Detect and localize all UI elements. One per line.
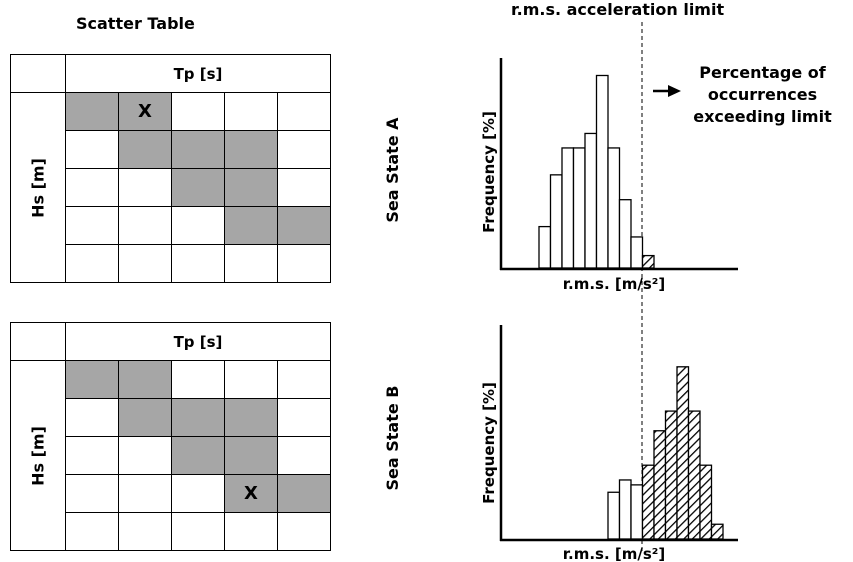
table-cell <box>65 398 119 437</box>
tp-header: Tp [s] <box>65 322 331 361</box>
exceed-label-line-1: Percentage of <box>699 63 826 82</box>
table-cell <box>65 206 119 245</box>
histogram-b: Frequency [%] r.m.s. [m/s²] <box>480 325 738 562</box>
table-cell <box>224 92 278 131</box>
hs-header: Hs [m] <box>10 360 66 551</box>
table-cell <box>65 436 119 475</box>
histogram-bar <box>699 464 713 540</box>
table-cell <box>224 168 278 207</box>
limit-label: r.m.s. acceleration limit <box>511 0 725 19</box>
table-cell <box>224 360 278 399</box>
table-cell <box>171 206 225 245</box>
table-cell <box>277 512 331 551</box>
histogram-a: Frequency [%] r.m.s. [m/s²] <box>480 58 738 293</box>
histogram-bar <box>676 366 690 540</box>
histogram-bar <box>607 491 621 540</box>
histogram-bar <box>607 147 621 269</box>
histogram-bar <box>572 147 586 269</box>
histogram-bar <box>653 430 667 540</box>
table-cell <box>277 92 331 131</box>
histogram-bar <box>687 410 701 540</box>
exceed-label-line-2: occurrences <box>707 85 818 104</box>
table-cell <box>224 130 278 169</box>
table-cell <box>224 398 278 437</box>
histogram-bar <box>630 236 644 269</box>
table-cell <box>65 92 119 131</box>
table-cell <box>65 244 119 283</box>
histogram-bar <box>595 74 609 269</box>
histogram-bar <box>618 479 632 540</box>
table-cell <box>65 474 119 513</box>
y-axis-label: Frequency [%] <box>480 111 498 233</box>
exceed-label: Percentage of occurrences exceeding limi… <box>690 62 835 128</box>
table-cell <box>224 244 278 283</box>
table-cell <box>277 130 331 169</box>
histogram-bar <box>710 523 724 540</box>
x-axis-label: r.m.s. [m/s²] <box>563 545 665 562</box>
table-cell <box>171 512 225 551</box>
table-cell <box>171 168 225 207</box>
table-cell <box>277 398 331 437</box>
histogram-bar <box>630 484 644 540</box>
histogram-bar <box>664 410 678 540</box>
histogram-bar <box>641 464 655 540</box>
table-cell <box>171 244 225 283</box>
exceed-label-line-3: exceeding limit <box>693 107 832 126</box>
table-cell <box>65 360 119 399</box>
y-axis-label: Frequency [%] <box>480 382 498 504</box>
scatter-table-b: Tp [s] Hs [m] X <box>10 322 331 551</box>
table-cell <box>118 436 172 475</box>
table-cell <box>224 512 278 551</box>
histogram-bar <box>584 132 598 269</box>
table-cell <box>277 244 331 283</box>
table-corner <box>10 54 66 93</box>
scatter-table-a: Tp [s] Hs [m] X <box>10 54 331 283</box>
table-cell <box>118 512 172 551</box>
histogram-bar <box>549 174 563 269</box>
scatter-table-title: Scatter Table <box>76 14 195 33</box>
table-cell <box>224 206 278 245</box>
histogram-bar <box>641 254 655 269</box>
table-cell <box>277 474 331 513</box>
table-cell <box>277 206 331 245</box>
table-cell <box>65 512 119 551</box>
table-cell <box>65 130 119 169</box>
table-cell <box>118 474 172 513</box>
table-cell <box>277 168 331 207</box>
right-arrow-icon <box>653 85 681 97</box>
histogram-bar <box>561 147 575 269</box>
histogram-bar <box>538 225 552 269</box>
table-cell-marked: X <box>118 92 172 131</box>
table-cell <box>118 398 172 437</box>
table-cell <box>224 436 278 475</box>
x-axis-label: r.m.s. [m/s²] <box>563 275 665 293</box>
table-cell <box>171 398 225 437</box>
table-cell <box>171 130 225 169</box>
histogram-bar <box>618 199 632 269</box>
hs-header: Hs [m] <box>10 92 66 283</box>
table-cell <box>171 436 225 475</box>
